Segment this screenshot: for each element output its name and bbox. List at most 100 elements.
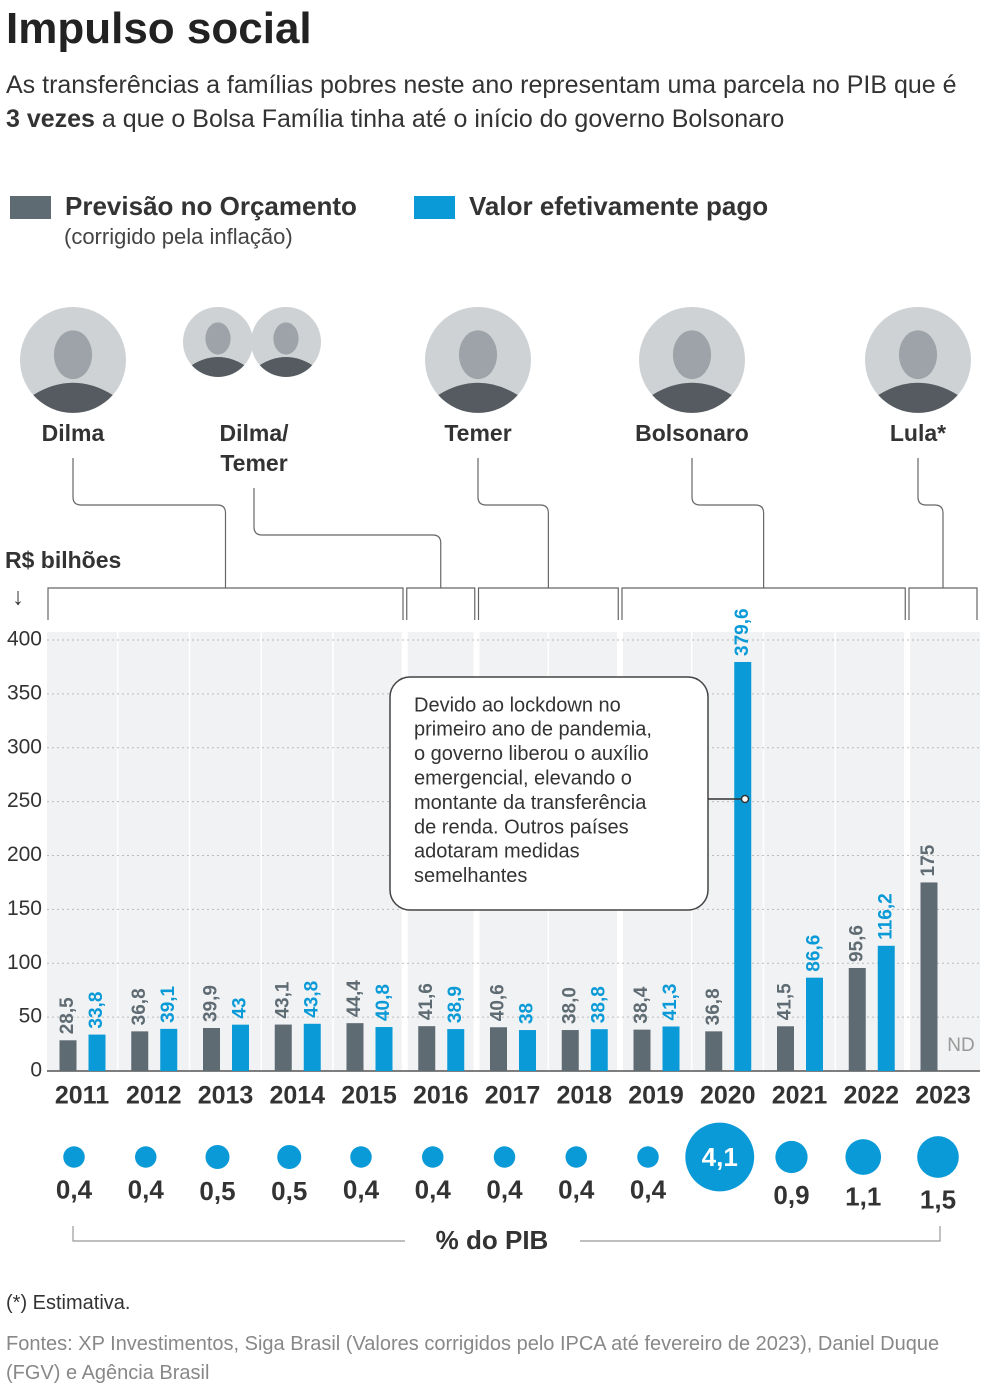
annotation-text: Devido ao lockdown no: [414, 694, 621, 716]
photo-body: [33, 382, 113, 413]
pib-bubble: [134, 1146, 157, 1168]
bar: [375, 1027, 393, 1071]
photo-body: [878, 382, 958, 413]
connector: [691, 458, 765, 588]
annotation-box: [389, 676, 709, 911]
bracket: [477, 587, 619, 620]
president-name: Lula*: [890, 420, 946, 446]
president-name: Dilma/: [219, 420, 289, 446]
pib-label: 4,1: [702, 1142, 738, 1172]
president-name: Bolsonaro: [635, 420, 749, 446]
pib-label: 1,5: [920, 1185, 956, 1215]
pib-label: 0,5: [199, 1176, 235, 1206]
value-label: 379,6: [732, 608, 753, 656]
bracket: [621, 587, 906, 620]
pib-bubble: [277, 1144, 302, 1170]
value-label: 95,6: [846, 925, 867, 962]
bar: [519, 1030, 536, 1071]
pib-label: 1,1: [845, 1182, 881, 1212]
value-label: 40,8: [373, 984, 394, 1021]
x-tick-label: 2016: [413, 1082, 469, 1110]
annotation-text: primeiro ano de pandemia,: [414, 719, 652, 741]
y-tick-label: 0: [30, 1059, 42, 1082]
connector: [477, 458, 549, 588]
annotation-dot: [740, 794, 750, 804]
pib-label: 0,4: [343, 1175, 380, 1205]
value-label: 38,9: [445, 986, 466, 1023]
photo-body: [191, 357, 245, 377]
legend-note: (corrigido pela inflação): [64, 224, 293, 249]
pib-label: 0,4: [558, 1175, 595, 1205]
y-tick-label: 100: [7, 951, 42, 974]
photo-face: [205, 322, 231, 355]
x-tick-label: 2015: [341, 1082, 397, 1110]
value-label: 86,6: [804, 935, 825, 972]
y-tick-label: 250: [7, 789, 42, 812]
value-label: 36,8: [129, 988, 150, 1025]
value-label: 43: [230, 998, 251, 1019]
x-tick-label: 2014: [269, 1082, 325, 1110]
y-tick-label: 350: [7, 681, 42, 704]
pib-bubble: [775, 1140, 808, 1174]
bar: [160, 1028, 178, 1071]
source: Fontes: XP Investimentos, Siga Brasil (V…: [6, 1333, 940, 1384]
x-tick-label: 2012: [126, 1082, 182, 1110]
pib-label: 0,4: [415, 1175, 452, 1205]
subtitle-text: As transferências a famílias pobres nest…: [6, 71, 957, 99]
value-label: 41,5: [775, 983, 796, 1020]
value-label: 39,1: [158, 985, 179, 1022]
bar: [131, 1031, 149, 1071]
bar: [490, 1027, 507, 1071]
value-label: ND: [947, 1035, 974, 1056]
legend-label: Valor efetivamente pago: [469, 191, 768, 221]
x-tick-label: 2019: [628, 1082, 684, 1110]
annotation-text: emergencial, elevando o: [414, 767, 632, 789]
value-label: 43,1: [272, 981, 293, 1018]
y-axis-arrow: ↓: [12, 583, 24, 610]
bar: [561, 1030, 579, 1071]
connector: [72, 458, 227, 588]
value-label: 40,6: [488, 984, 509, 1021]
annotation-text: de renda. Outros países: [414, 816, 629, 838]
photo-face: [458, 330, 498, 380]
value-label: 43,8: [301, 981, 322, 1018]
bar: [920, 882, 938, 1071]
bar: [777, 1026, 794, 1071]
y-tick-label: 150: [7, 897, 42, 920]
value-label: 116,2: [875, 893, 896, 940]
pib-bubble: [565, 1146, 588, 1168]
president-name: Dilma: [42, 420, 105, 446]
annotation-text: o governo liberou o auxílio: [414, 743, 649, 765]
pib-label: 0,4: [128, 1175, 165, 1205]
photo-face: [53, 330, 93, 380]
president-name: Temer: [444, 420, 511, 446]
value-label: 36,8: [703, 988, 724, 1025]
bar: [203, 1028, 220, 1071]
bracket: [47, 587, 404, 620]
value-label: 41,3: [660, 984, 681, 1021]
pib-bubble: [637, 1146, 659, 1168]
pib-bubble: [421, 1146, 444, 1168]
connector: [917, 458, 944, 588]
bar: [662, 1026, 680, 1071]
pib-bubble: [845, 1139, 882, 1175]
bar: [734, 661, 752, 1071]
subtitle: As transferências a famílias pobres nest…: [6, 68, 966, 136]
pib-bubble: [493, 1146, 516, 1168]
connector: [253, 488, 442, 588]
subtitle-bold: 3 vezes: [6, 105, 95, 133]
bracket: [908, 587, 978, 620]
y-tick-label: 300: [7, 735, 42, 758]
pib-label: 0,9: [773, 1180, 809, 1210]
value-label: 39,9: [201, 985, 222, 1022]
x-tick-label: 2011: [55, 1082, 109, 1110]
bar: [418, 1026, 436, 1071]
value-label: 38,4: [631, 986, 652, 1023]
y-tick-label: 400: [7, 628, 42, 651]
x-tick-label: 2023: [915, 1082, 971, 1110]
pib-axis-label: % do PIB: [436, 1225, 549, 1255]
subtitle-text: a que o Bolsa Família tinha até o início…: [94, 105, 785, 133]
photo-face: [273, 322, 299, 355]
pib-bubble: [685, 1122, 755, 1192]
